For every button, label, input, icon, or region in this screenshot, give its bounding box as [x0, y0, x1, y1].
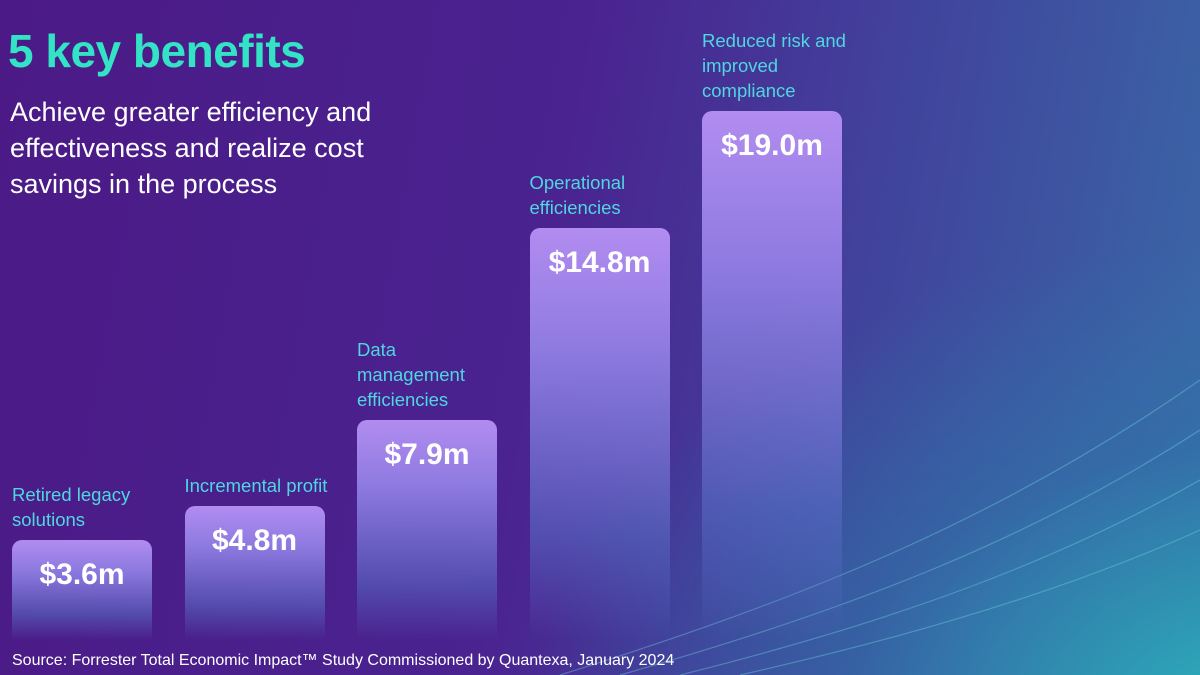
value-label: $7.9m	[384, 438, 470, 472]
category-label: Data management efficiencies	[357, 339, 465, 411]
category-label: Retired legacy solutions	[12, 483, 131, 530]
source: Source: Forrester Total Economic Impact™…	[12, 652, 675, 669]
subtitle: Achieve greater efficiency and effective…	[10, 97, 372, 199]
value-label: $19.0m	[721, 129, 823, 162]
bar	[529, 227, 670, 640]
bar	[12, 539, 152, 640]
value-label: $14.8m	[548, 245, 651, 279]
value-label: $4.8m	[211, 524, 298, 558]
category-label: Operational efficiencies	[529, 171, 626, 218]
category-label: Incremental profit	[184, 475, 328, 497]
bar	[357, 420, 497, 640]
category-label: Reduced risk and improved compliance	[702, 30, 846, 101]
title: 5 key benefits	[8, 25, 306, 77]
bar	[184, 506, 325, 640]
value-label: $3.6m	[39, 557, 125, 591]
bar	[702, 111, 842, 640]
